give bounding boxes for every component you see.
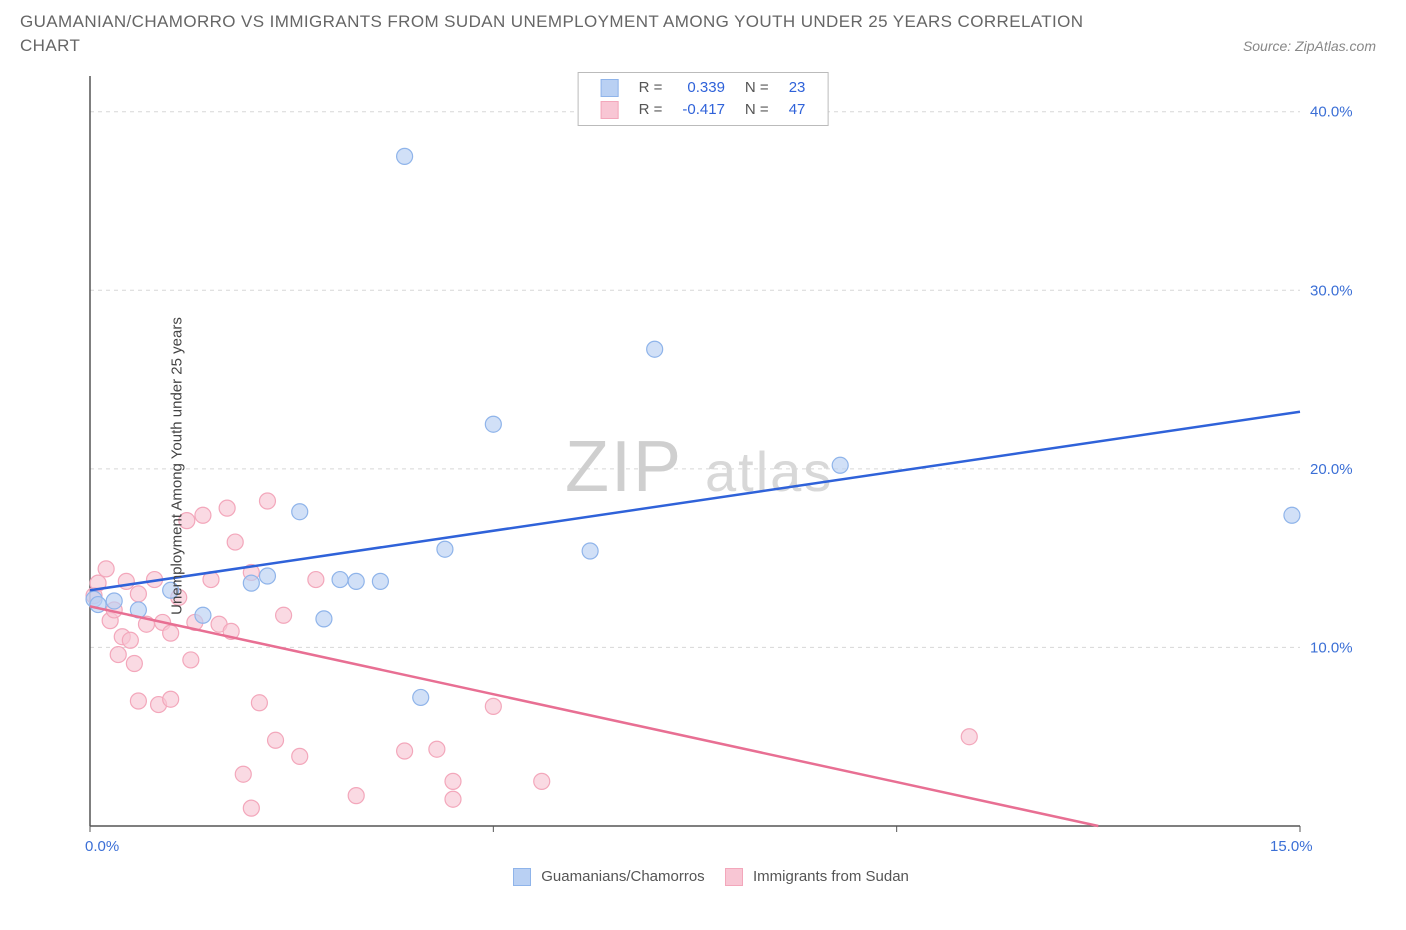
plot-area: Unemployment Among Youth under 25 years …	[20, 66, 1386, 866]
legend-n-label: N =	[735, 99, 779, 121]
svg-text:0.0%: 0.0%	[85, 838, 119, 855]
legend-swatch-blue	[513, 868, 531, 886]
legend-n-blue: 23	[779, 77, 816, 99]
svg-text:15.0%: 15.0%	[1270, 838, 1313, 855]
chart-title: GUAMANIAN/CHAMORRO VS IMMIGRANTS FROM SU…	[20, 10, 1120, 58]
legend-swatch-pink	[725, 868, 743, 886]
legend-label-pink: Immigrants from Sudan	[753, 868, 909, 885]
legend-r-label: R =	[629, 77, 673, 99]
svg-text:ZIP: ZIP	[565, 427, 683, 507]
legend-r-label: R =	[629, 99, 673, 121]
legend-r-pink: -0.417	[672, 99, 735, 121]
y-axis-label: Unemployment Among Youth under 25 years	[168, 317, 185, 615]
legend-r-blue: 0.339	[672, 77, 735, 99]
legend-swatch-blue	[601, 79, 619, 97]
legend-n-label: N =	[735, 77, 779, 99]
chart-svg: 10.0% 20.0% 30.0% 40.0% 0.0% 15.0% ZIP atlas	[20, 66, 1360, 866]
svg-text:30.0%: 30.0%	[1310, 282, 1353, 299]
legend-label-blue: Guamanians/Chamorros	[541, 868, 704, 885]
legend-swatch-pink	[601, 101, 619, 119]
svg-text:atlas: atlas	[705, 440, 833, 503]
series-legend: Guamanians/Chamorros Immigrants from Sud…	[20, 868, 1386, 886]
stats-legend: R = 0.339 N = 23 R = -0.417 N = 47	[578, 72, 829, 126]
legend-n-pink: 47	[779, 99, 816, 121]
svg-text:10.0%: 10.0%	[1310, 639, 1353, 656]
svg-text:20.0%: 20.0%	[1310, 460, 1353, 477]
source-label: Source: ZipAtlas.com	[1243, 38, 1376, 54]
svg-text:40.0%: 40.0%	[1310, 103, 1353, 120]
